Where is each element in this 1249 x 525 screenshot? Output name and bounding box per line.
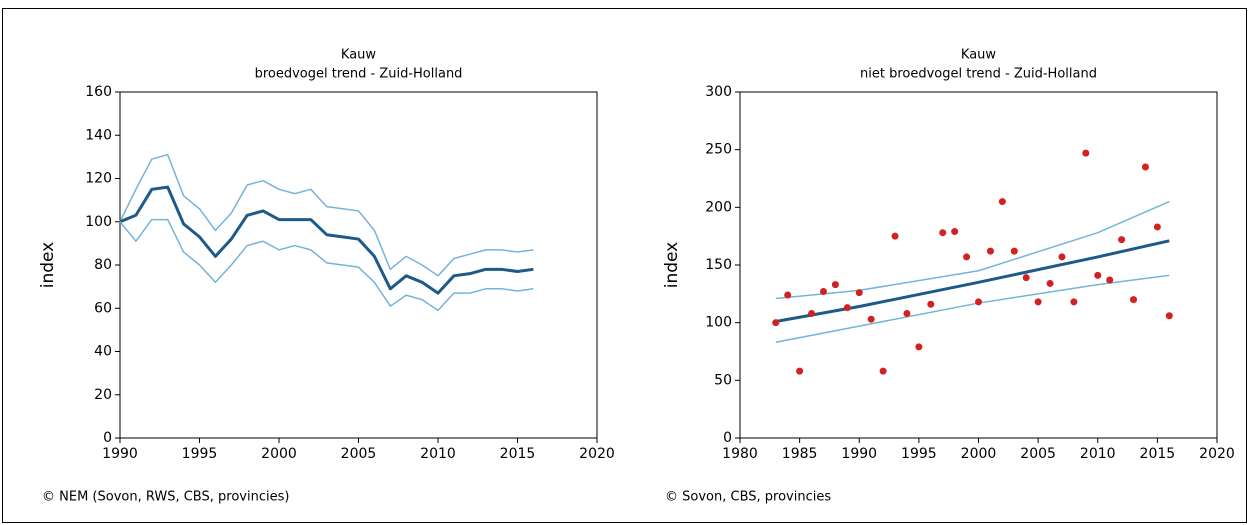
y-tick-label: 80 [94, 257, 112, 273]
point [867, 315, 875, 323]
point [1130, 296, 1138, 304]
line [775, 200, 1170, 300]
x-tick-label: 2000 [961, 446, 997, 462]
point [1082, 149, 1090, 157]
source-note: © NEM (Sovon, RWS, CBS, provincies) [42, 490, 289, 505]
y-tick-label: 0 [723, 430, 732, 446]
point [963, 253, 971, 261]
chart-title: Kauw [961, 48, 997, 63]
y-tick-label: 120 [85, 171, 112, 187]
x-tick-label: 1980 [722, 446, 758, 462]
chart-title: Kauw [341, 48, 377, 63]
point [1058, 253, 1066, 261]
y-axis-label: index [662, 242, 682, 289]
point [1070, 298, 1078, 306]
source-note: © Sovon, CBS, provincies [665, 490, 831, 505]
x-tick-label: 2010 [420, 446, 456, 462]
point [1022, 274, 1030, 282]
point [855, 289, 863, 297]
x-tick-label: 2015 [500, 446, 536, 462]
point [903, 309, 911, 317]
point [891, 232, 899, 240]
line [119, 153, 534, 277]
x-tick-label: 2000 [261, 446, 297, 462]
x-tick-label: 1990 [102, 446, 138, 462]
x-tick-label: 2015 [1140, 446, 1176, 462]
chart-subtitle: broedvogel trend - Zuid-Holland [255, 67, 463, 82]
point [1046, 279, 1054, 287]
y-tick-label: 100 [85, 214, 112, 230]
x-tick-label: 2020 [1199, 446, 1235, 462]
y-tick-label: 40 [94, 344, 112, 360]
point [927, 300, 935, 308]
x-tick-label: 1995 [182, 446, 218, 462]
point [796, 367, 804, 375]
x-tick-label: 2020 [579, 446, 615, 462]
point [1010, 247, 1018, 255]
plot-frame [119, 91, 598, 439]
point [831, 281, 839, 289]
point [1141, 163, 1149, 171]
x-tick-label: 1990 [841, 446, 877, 462]
y-tick-label: 100 [705, 315, 732, 331]
line [119, 218, 534, 312]
plot-frame [739, 91, 1218, 439]
y-tick-label: 0 [103, 430, 112, 446]
x-tick-label: 2010 [1080, 446, 1116, 462]
point [843, 304, 851, 312]
point [939, 229, 947, 237]
line [119, 185, 534, 295]
point [915, 343, 923, 351]
point [879, 367, 887, 375]
point [784, 291, 792, 299]
y-tick-label: 50 [714, 372, 732, 388]
y-tick-label: 60 [94, 300, 112, 316]
point [1034, 298, 1042, 306]
point [772, 319, 780, 327]
y-tick-label: 250 [705, 142, 732, 158]
x-tick-label: 2005 [341, 446, 377, 462]
frame [2, 8, 1247, 523]
line [775, 239, 1170, 323]
chart-subtitle: niet broedvogel trend - Zuid-Holland [860, 67, 1097, 82]
x-tick-label: 1985 [782, 446, 818, 462]
y-tick-label: 20 [94, 387, 112, 403]
point [1106, 276, 1114, 284]
point [1094, 271, 1102, 279]
point [1118, 236, 1126, 244]
x-tick-label: 1995 [901, 446, 937, 462]
y-axis-label: index [38, 242, 58, 289]
point [819, 288, 827, 296]
y-tick-label: 300 [705, 84, 732, 100]
y-tick-label: 150 [705, 257, 732, 273]
x-tick-label: 2005 [1020, 446, 1056, 462]
point [1165, 312, 1173, 320]
y-tick-label: 140 [85, 127, 112, 143]
point [951, 228, 959, 236]
point [1153, 223, 1161, 231]
point [998, 198, 1006, 206]
y-tick-label: 160 [85, 84, 112, 100]
point [808, 309, 816, 317]
point [986, 247, 994, 255]
point [975, 298, 982, 306]
y-tick-label: 200 [705, 199, 732, 215]
